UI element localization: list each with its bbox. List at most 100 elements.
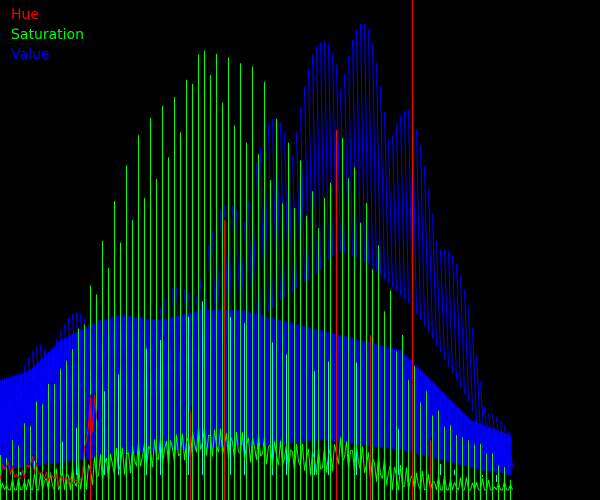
saturation-baseline-mark [26, 478, 29, 491]
value-spike-mark [408, 110, 413, 309]
saturation-baseline-mark [444, 474, 447, 491]
saturation-baseline-mark [314, 458, 317, 475]
saturation-baseline-mark [318, 447, 321, 470]
saturation-baseline-mark [290, 449, 293, 453]
saturation-baseline-mark [390, 464, 393, 491]
legend-saturation: Saturation [11, 27, 84, 43]
value-spike-mark [428, 189, 433, 339]
saturation-baseline-mark [356, 446, 359, 462]
saturation-baseline-mark [296, 444, 299, 462]
hue-line-mark [72, 479, 75, 485]
value-spike-mark [348, 55, 353, 257]
value-spike-mark [344, 74, 349, 255]
value-spike-mark [332, 52, 337, 251]
saturation-baseline-mark [12, 478, 15, 491]
saturation-baseline-mark [162, 449, 165, 464]
saturation-baseline-mark [20, 488, 23, 491]
saturation-baseline-mark [392, 466, 395, 491]
saturation-baseline-mark [230, 436, 233, 443]
saturation-baseline-mark [278, 440, 281, 466]
value-spike-mark [272, 118, 277, 305]
saturation-baseline-mark [192, 431, 195, 444]
hue-line-mark [32, 456, 35, 474]
saturation-baseline-mark [374, 462, 377, 482]
value-spike-mark [424, 166, 429, 333]
hue-line-mark [0, 464, 3, 480]
value-spike-mark [456, 264, 461, 388]
value-spike-mark [260, 147, 265, 317]
saturation-baseline-mark [404, 467, 407, 487]
saturation-baseline-mark [204, 427, 207, 456]
hue-line-mark [82, 447, 85, 477]
saturation-baseline-mark [492, 486, 495, 490]
saturation-baseline-mark [458, 477, 461, 491]
saturation-baseline-mark [120, 447, 123, 466]
saturation-series [0, 50, 513, 500]
hue-line-mark [50, 473, 53, 477]
saturation-baseline-mark [470, 482, 473, 491]
saturation-baseline-mark [434, 481, 437, 491]
saturation-baseline-mark [140, 456, 143, 467]
saturation-baseline-mark [264, 436, 267, 465]
saturation-baseline-mark [300, 443, 303, 467]
hue-line-mark [58, 475, 61, 485]
saturation-baseline-mark [362, 446, 365, 473]
saturation-baseline-mark [332, 444, 335, 472]
legend-value: Value [11, 47, 50, 63]
saturation-baseline-mark [260, 453, 263, 457]
value-spike-mark [448, 251, 453, 374]
saturation-baseline-mark [2, 482, 5, 491]
saturation-baseline-mark [482, 478, 485, 491]
value-spike-mark [336, 64, 341, 252]
saturation-baseline-mark [288, 449, 291, 472]
saturation-baseline-mark [348, 450, 351, 470]
hue-line-mark [20, 469, 23, 479]
value-spike-mark [392, 136, 397, 292]
hue-line-mark [14, 473, 17, 478]
saturation-baseline-mark [452, 482, 455, 491]
hue-line-mark [48, 473, 51, 481]
saturation-baseline-mark [402, 485, 405, 488]
saturation-baseline-mark [180, 433, 183, 454]
saturation-baseline-mark [338, 437, 341, 465]
value-spike-mark [364, 24, 369, 265]
value-spike-mark [304, 86, 309, 280]
saturation-baseline-mark [342, 457, 345, 462]
saturation-baseline-mark [408, 478, 411, 491]
hue-line-mark [90, 397, 93, 433]
saturation-baseline-mark [86, 464, 89, 490]
saturation-baseline-mark [234, 431, 237, 459]
hue-line-mark [68, 477, 71, 485]
saturation-baseline-mark [150, 449, 153, 468]
saturation-baseline-mark [498, 482, 501, 491]
value-spike-mark [352, 40, 357, 259]
hue-line-mark [66, 477, 69, 485]
legend-hue: Hue [11, 7, 40, 23]
saturation-baseline-mark [54, 468, 57, 491]
value-spike-mark [384, 112, 389, 284]
saturation-baseline-mark [96, 475, 99, 478]
hue-line-mark [92, 394, 95, 433]
saturation-baseline-mark [324, 446, 327, 473]
saturation-baseline-mark [302, 443, 305, 471]
saturation-baseline-mark [486, 479, 489, 491]
hue-line-mark [80, 475, 83, 481]
saturation-baseline-mark [330, 448, 333, 472]
saturation-baseline-mark [510, 484, 513, 491]
value-spike-mark [416, 128, 421, 321]
saturation-baseline-mark [252, 437, 255, 447]
saturation-baseline-mark [68, 475, 71, 491]
saturation-baseline-mark [360, 446, 363, 470]
saturation-baseline-mark [84, 464, 87, 490]
saturation-baseline-mark [138, 441, 141, 467]
hue-line-mark [8, 461, 11, 475]
value-spike-mark [388, 138, 393, 288]
saturation-baseline-mark [320, 467, 323, 470]
value-spike-mark [464, 289, 469, 402]
value-spike-mark [404, 110, 409, 304]
value-spike-mark [420, 145, 425, 327]
saturation-baseline-mark [420, 470, 423, 491]
saturation-baseline-mark [114, 448, 117, 476]
saturation-baseline-mark [308, 449, 311, 476]
saturation-baseline-mark [92, 456, 95, 485]
